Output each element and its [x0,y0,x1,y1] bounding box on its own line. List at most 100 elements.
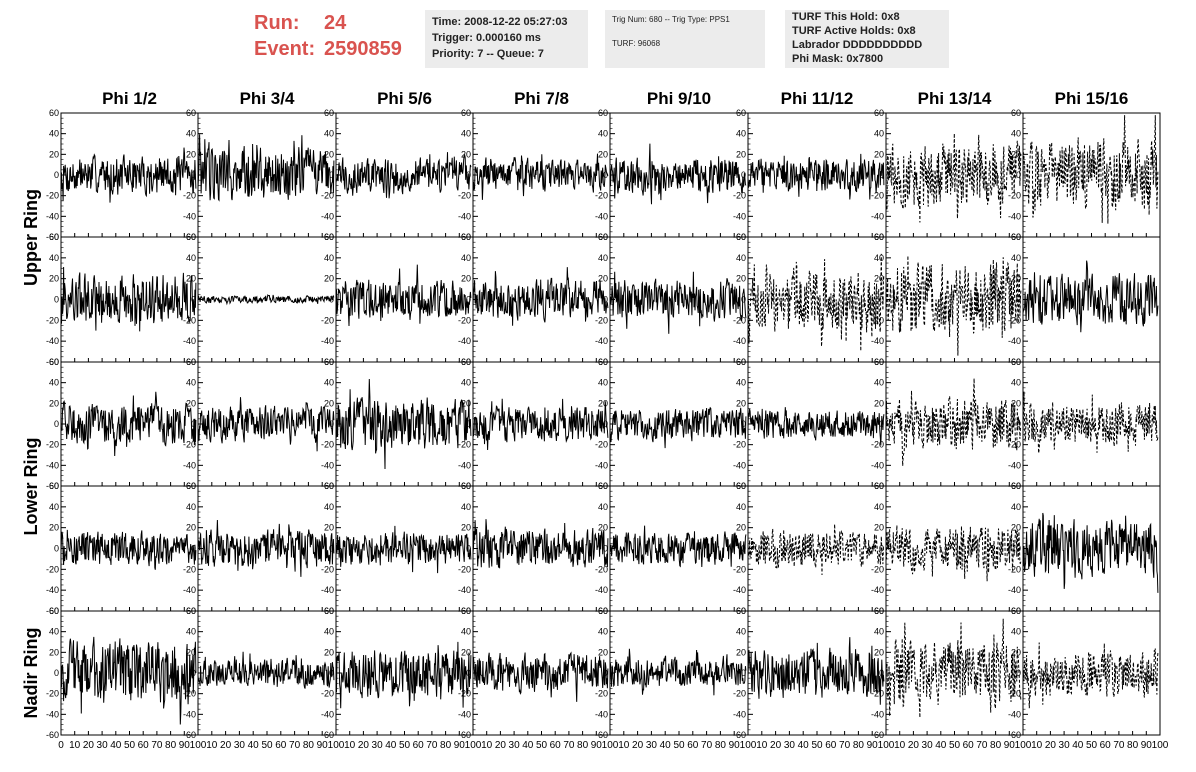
y-tick-label: -40 [733,585,746,595]
x-tick-label: 70 [289,740,301,751]
x-tick-label: 70 [839,740,851,751]
y-tick-label: 40 [1011,627,1021,637]
y-tick-label: 20 [324,647,334,657]
y-tick-label: -20 [183,191,196,201]
run-event-box: Run: 24 Event: 2590859 [254,10,402,62]
y-tick-label: 0 [54,544,59,554]
y-tick-label: -20 [871,689,884,699]
y-tick-label: 60 [324,232,334,242]
x-tick-label: 60 [413,740,425,751]
y-tick-label: -40 [733,336,746,346]
y-tick-label: 20 [874,274,884,284]
panel-frame [609,361,749,487]
y-tick-label: 40 [49,253,59,263]
y-tick-label: 0 [741,170,746,180]
y-tick-label: -40 [183,460,196,470]
y-tick-label: 20 [186,149,196,159]
waveform-trace [885,378,1022,466]
x-tick-label: 0 [58,740,64,751]
x-tick-label: 90 [454,740,466,751]
waveform-trace [885,618,1022,718]
y-tick-label: -20 [46,689,59,699]
waveform-trace [472,398,609,451]
y-tick-label: 60 [49,232,59,242]
y-tick-label: 20 [736,398,746,408]
x-tick-label: 60 [963,740,975,751]
waveform-trace [1022,512,1159,593]
x-tick-label: 100 [328,740,345,751]
y-tick-label: 0 [603,170,608,180]
x-tick-label: 70 [701,740,713,751]
x-tick-label: 30 [646,740,658,751]
waveform-trace [609,648,747,696]
y-tick-label: -40 [871,336,884,346]
ring-label: Upper Ring [21,189,41,286]
y-tick-label: 40 [598,378,608,388]
y-tick-label: 20 [49,398,59,408]
waveform-trace [60,529,197,570]
y-tick-label: 20 [736,274,746,284]
column-header: Phi 3/4 [240,89,295,108]
y-tick-label: -40 [458,585,471,595]
run-label: Run: [254,12,300,34]
y-tick-label: 40 [598,627,608,637]
y-tick-label: 60 [736,481,746,491]
y-tick-label: -20 [595,440,608,450]
waveform-trace [197,134,335,202]
x-tick-label: 30 [234,740,246,751]
y-tick-label: 40 [461,129,471,139]
waveform-trace [197,651,335,689]
y-tick-label: 20 [598,149,608,159]
y-tick-label: 20 [1011,523,1021,533]
y-tick-label: 20 [874,523,884,533]
y-tick-label: 40 [461,502,471,512]
trig-num-text: Trig Num: 680 -- Trig Type: PPS1 [612,15,730,24]
x-tick-label: 80 [715,740,727,751]
y-tick-label: -20 [733,440,746,450]
x-tick-label: 80 [303,740,315,751]
turf-hold-text: TURF This Hold: 0x8 [792,11,900,23]
x-tick-label: 100 [465,740,482,751]
y-tick-label: 0 [54,170,59,180]
y-tick-label: -40 [1008,460,1021,470]
y-tick-label: 40 [324,378,334,388]
x-tick-label: 60 [687,740,699,751]
waveform-trace [473,153,609,200]
y-tick-label: 40 [1011,378,1021,388]
waveform-trace [60,636,197,725]
y-tick-label: -40 [458,211,471,221]
y-tick-label: -20 [458,440,471,450]
y-tick-label: -60 [595,730,608,740]
y-tick-label: 60 [598,357,608,367]
x-tick-label: 70 [1113,740,1125,751]
y-tick-label: -20 [458,689,471,699]
y-tick-label: 40 [1011,129,1021,139]
y-tick-label: 0 [741,544,746,554]
y-tick-label: -20 [458,315,471,325]
x-tick-label: 100 [878,740,895,751]
x-tick-label: 90 [729,740,741,751]
x-tick-label: 60 [550,740,562,751]
y-tick-label: 60 [1011,481,1021,491]
y-tick-label: -40 [321,336,334,346]
y-tick-label: -20 [1008,440,1021,450]
y-tick-label: -20 [321,564,334,574]
x-tick-label: 10 [481,740,493,751]
waveform-trace [60,266,197,332]
x-tick-label: 30 [509,740,521,751]
x-tick-label: 30 [922,740,934,751]
waveform-trace [609,143,747,205]
y-tick-label: 0 [191,295,196,305]
waveform-trace [197,397,335,452]
x-tick-label: 20 [358,740,370,751]
y-tick-label: -40 [595,336,608,346]
x-tick-label: 20 [1045,740,1057,751]
y-tick-label: -20 [321,440,334,450]
y-tick-label: 60 [874,481,884,491]
y-tick-label: 20 [186,647,196,657]
y-tick-label: 0 [329,668,334,678]
column-header: Phi 7/8 [514,89,569,108]
x-tick-label: 20 [632,740,644,751]
y-tick-label: 60 [1011,108,1021,118]
y-tick-label: -20 [1008,564,1021,574]
